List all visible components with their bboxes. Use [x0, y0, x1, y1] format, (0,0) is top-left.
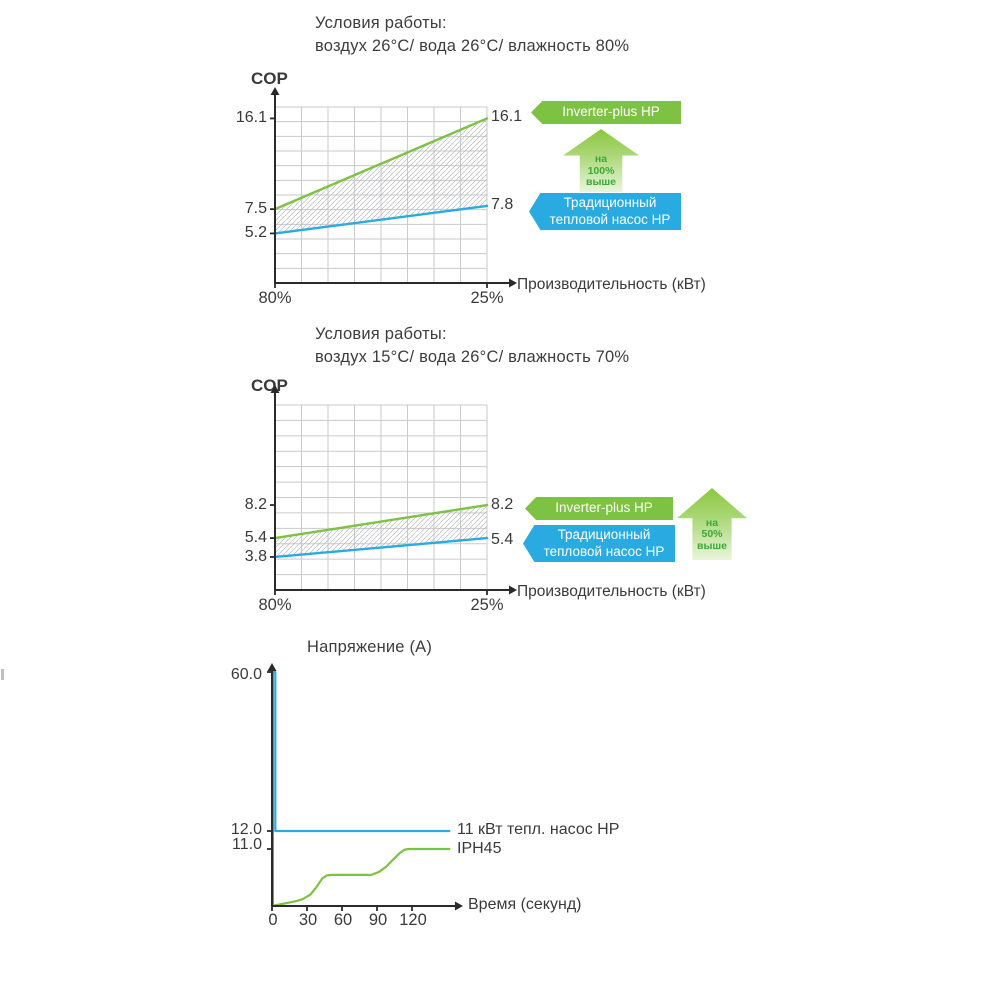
chart2-ytick-54: 5.4 [244, 529, 267, 546]
chart2-legend-inverter-plus: Inverter-plus HP [525, 497, 673, 520]
chart1-legend-inverter-plus-label: Inverter-plus HP [562, 104, 660, 120]
iph45-current-line [270, 847, 451, 908]
chart3-ytick-60: 60.0 [230, 666, 262, 683]
right-axis-arrowhead-icon [509, 585, 517, 595]
chart2-arrow-text-line2: 50% [701, 528, 723, 541]
chart3-title: Напряжение (A) [307, 638, 433, 656]
chart3-series-blue-label: 11 кВт тепл. насос HP [457, 821, 620, 838]
inverter-plus-line [273, 503, 489, 540]
chart3-xtick-60: 60 [333, 911, 353, 929]
chart2-legend-traditional: Традиционный тепловой насос HP [523, 525, 675, 562]
chart3-plot [267, 663, 463, 911]
chart2-improvement-arrow-icon: на 50% выше [677, 488, 747, 560]
chart3-x-axis-title: Время (секунд) [468, 896, 582, 913]
chart1-arrow-text-line2: 100% [587, 164, 615, 177]
chart2-legend-traditional-line1: Традиционный [557, 527, 651, 542]
chart2-right-value-54: 5.4 [491, 531, 514, 548]
chart1-ytick-75: 7.5 [244, 200, 267, 217]
chart1-xtick-80: 80% [258, 289, 292, 307]
chart3-ytick-12: 12.0 [230, 821, 262, 838]
chart2-title: Условия работы: воздух 15°C/ вода 26°C/ … [315, 323, 629, 369]
chart1-xtick-25: 25% [470, 289, 504, 307]
chart1-plot [270, 87, 517, 288]
chart1-legend-traditional-line2: тепловой насос HP [549, 211, 671, 227]
chart2-xtick-25: 25% [470, 596, 504, 614]
chart1-arrow-text-line1: на [594, 153, 608, 166]
chart2-arrow-text-line1: на [705, 516, 719, 529]
chart3-series-green-label: IPH45 [457, 840, 502, 857]
chart1-title: Условия работы: воздух 26°C/ вода 26°C/ … [315, 12, 629, 58]
chart3-xtick-90: 90 [368, 911, 388, 929]
chart2-title-line2: воздух 15°C/ вода 26°C/ влажность 70% [315, 348, 630, 366]
chart3-xtick-120: 120 [399, 911, 427, 929]
chart1-improvement-arrow-icon: на 100% выше [563, 129, 639, 192]
chart2-y-axis-title: COP [251, 376, 288, 395]
chart2-plot [270, 385, 517, 595]
chart2-legend-inverter-plus-label: Inverter-plus HP [555, 500, 653, 516]
chart2-ytick-38: 3.8 [244, 548, 267, 565]
chart1-x-axis-title: Производительность (кВт) [517, 276, 706, 293]
chart3-ytick-11: 11.0 [232, 836, 262, 853]
chart1-right-value-78: 7.8 [491, 196, 514, 213]
chart1-y-axis-title: COP [251, 69, 288, 88]
up-axis-arrowhead-icon [270, 385, 280, 393]
chart2-right-value-82: 8.2 [491, 496, 514, 513]
chart1-title-line2: воздух 26°C/ вода 26°C/ влажность 80% [315, 37, 630, 55]
right-axis-arrowhead-icon [509, 278, 517, 288]
inverter-plus-line [273, 117, 489, 211]
chart2-xtick-80: 80% [258, 596, 292, 614]
chart1-ytick-52: 5.2 [244, 224, 267, 241]
traditional-hp-line [273, 204, 489, 235]
chart1-right-value-161: 16.1 [491, 108, 523, 125]
up-axis-arrowhead-icon [267, 663, 277, 671]
hatched-band [275, 118, 487, 234]
hatched-band [275, 505, 487, 557]
chart2-ytick-82: 8.2 [244, 496, 267, 513]
up-axis-arrowhead-icon [270, 87, 280, 95]
chart1-title-line1: Условия работы: [315, 14, 447, 32]
chart3-xtick-30: 30 [298, 911, 318, 929]
chart1-legend-traditional: Традиционный тепловой насос HP [529, 193, 681, 230]
chart1-arrow-text-line3: выше [585, 176, 616, 189]
chart1-ytick-161: 16.1 [235, 109, 267, 126]
chart2-x-axis-title: Производительность (кВт) [517, 583, 706, 600]
traditional-hp-line [273, 536, 489, 559]
chart2-arrow-text-line3: выше [696, 539, 727, 552]
chart1-legend-traditional-line1: Традиционный [563, 195, 657, 210]
right-axis-arrowhead-icon [455, 901, 463, 911]
edge-artifact [1, 669, 4, 680]
chart1-legend-inverter-plus: Inverter-plus HP [531, 101, 681, 124]
chart2-title-line1: Условия работы: [315, 325, 447, 343]
chart3-xtick-0: 0 [268, 911, 278, 929]
chart2-legend-traditional-line2: тепловой насос HP [543, 543, 665, 559]
traditional-hp-current-line [271, 670, 451, 908]
